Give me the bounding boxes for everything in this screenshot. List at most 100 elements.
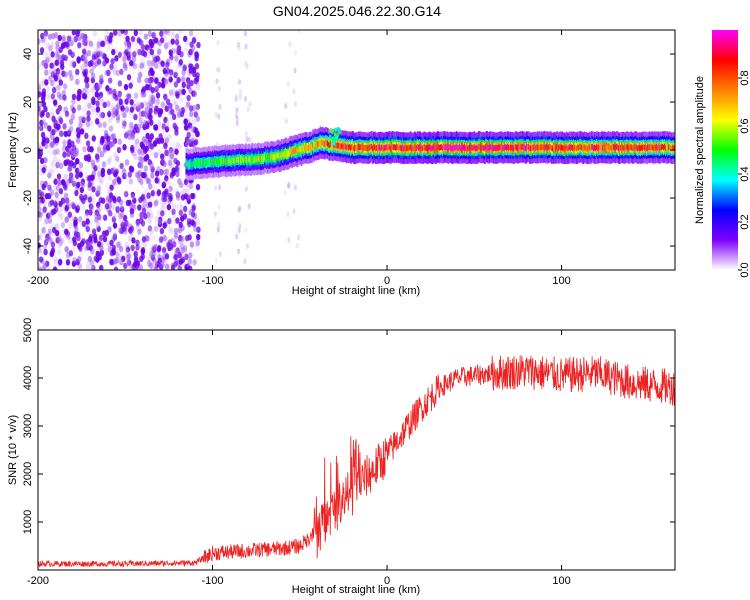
noise-cell — [186, 218, 192, 225]
ridge-cell — [648, 144, 651, 151]
noise-cell — [115, 113, 121, 121]
ridge-cell — [513, 145, 516, 152]
noise-cell — [151, 54, 157, 62]
noise-cell — [76, 95, 81, 102]
noise-cell — [181, 188, 186, 195]
noise-cell — [62, 139, 67, 147]
noise-cell — [99, 179, 104, 186]
ridge-cell — [620, 144, 622, 151]
noise-cell — [57, 105, 63, 113]
colorbar-label: Normalized spectral amplitude — [694, 76, 706, 224]
noise-cell — [48, 45, 53, 52]
noise-cell — [187, 265, 193, 270]
ridge-cell — [358, 144, 361, 150]
ridge-cell — [598, 144, 600, 151]
noise-cell — [136, 37, 142, 44]
noise-cell — [133, 113, 138, 121]
noise-cell — [171, 98, 177, 106]
noise-cell — [179, 110, 185, 118]
noise-cell — [178, 209, 184, 216]
noise-cell — [117, 90, 122, 98]
noise-cell — [245, 136, 249, 143]
ridge-cell — [623, 145, 626, 152]
figure-title: GN04.2025.046.22.30.G14 — [273, 3, 441, 19]
ridge-cell — [533, 144, 535, 151]
ridge-cell — [510, 144, 512, 151]
noise-cell — [85, 265, 90, 270]
ridge-cell — [537, 144, 540, 151]
noise-cell — [65, 259, 71, 266]
noise-cell — [148, 142, 153, 149]
ridge-cell — [622, 144, 624, 151]
noise-cell — [244, 43, 248, 50]
noise-cell — [122, 172, 127, 180]
noise-cell — [59, 162, 64, 170]
ridge-cell — [636, 145, 639, 152]
noise-cell — [73, 35, 78, 43]
ridge-cell — [594, 145, 597, 152]
ridge-cell — [437, 144, 440, 151]
ridge-cell — [205, 160, 208, 166]
spectrogram-x-ticks: -200 -100 0 100 — [27, 30, 571, 287]
noise-cell — [38, 200, 41, 207]
noise-cell — [168, 146, 174, 154]
ridge-cell — [242, 156, 244, 163]
noise-cell — [136, 101, 141, 109]
ridge-cell — [249, 157, 252, 164]
noise-cell — [41, 101, 47, 108]
noise-cell — [81, 48, 87, 55]
noise-cell — [169, 172, 174, 179]
noise-cell — [54, 161, 60, 169]
noise-cell — [81, 116, 86, 124]
noise-cell — [244, 60, 248, 67]
noise-cell — [81, 64, 86, 71]
noise-cell — [154, 83, 160, 91]
noise-cell — [78, 171, 83, 178]
ridge-cell — [337, 142, 340, 148]
noise-cell — [157, 257, 163, 265]
noise-cell — [74, 78, 79, 85]
noise-cell — [179, 204, 185, 211]
noise-cell — [154, 105, 159, 112]
noise-cell — [117, 51, 123, 58]
noise-cell — [128, 178, 134, 185]
noise-cell — [175, 92, 180, 99]
noise-cell — [52, 99, 58, 106]
noise-cell — [171, 208, 176, 215]
noise-cell — [70, 61, 75, 68]
noise-cell — [96, 41, 102, 48]
noise-cell — [234, 93, 238, 100]
noise-cell — [47, 228, 52, 235]
noise-cell — [165, 119, 170, 127]
noise-cell — [156, 209, 162, 217]
noise-cell — [96, 174, 101, 181]
noise-cell — [113, 266, 119, 270]
noise-cell — [130, 54, 135, 61]
noise-cell — [245, 243, 250, 250]
noise-cell — [62, 94, 67, 101]
noise-cell — [168, 148, 173, 156]
noise-cell — [94, 216, 99, 223]
noise-cell — [42, 32, 48, 40]
ridge-cell — [433, 145, 436, 151]
noise-cell — [102, 235, 108, 243]
ridge-cell — [635, 144, 638, 151]
noise-cell — [295, 242, 299, 249]
noise-cell — [163, 43, 169, 50]
ridge-cell — [290, 148, 293, 155]
noise-cell — [38, 124, 44, 132]
noise-cell — [99, 176, 104, 184]
noise-cell — [53, 201, 58, 208]
ridge-cell — [431, 145, 434, 152]
noise-cell — [64, 110, 70, 117]
noise-cell — [87, 175, 92, 182]
ridge-cell — [286, 151, 288, 158]
noise-cell — [179, 242, 184, 250]
noise-cell — [108, 125, 114, 132]
noise-cell — [193, 225, 198, 232]
ridge-cell — [255, 156, 258, 163]
ridge-cell — [663, 144, 665, 151]
noise-cell — [235, 233, 239, 240]
